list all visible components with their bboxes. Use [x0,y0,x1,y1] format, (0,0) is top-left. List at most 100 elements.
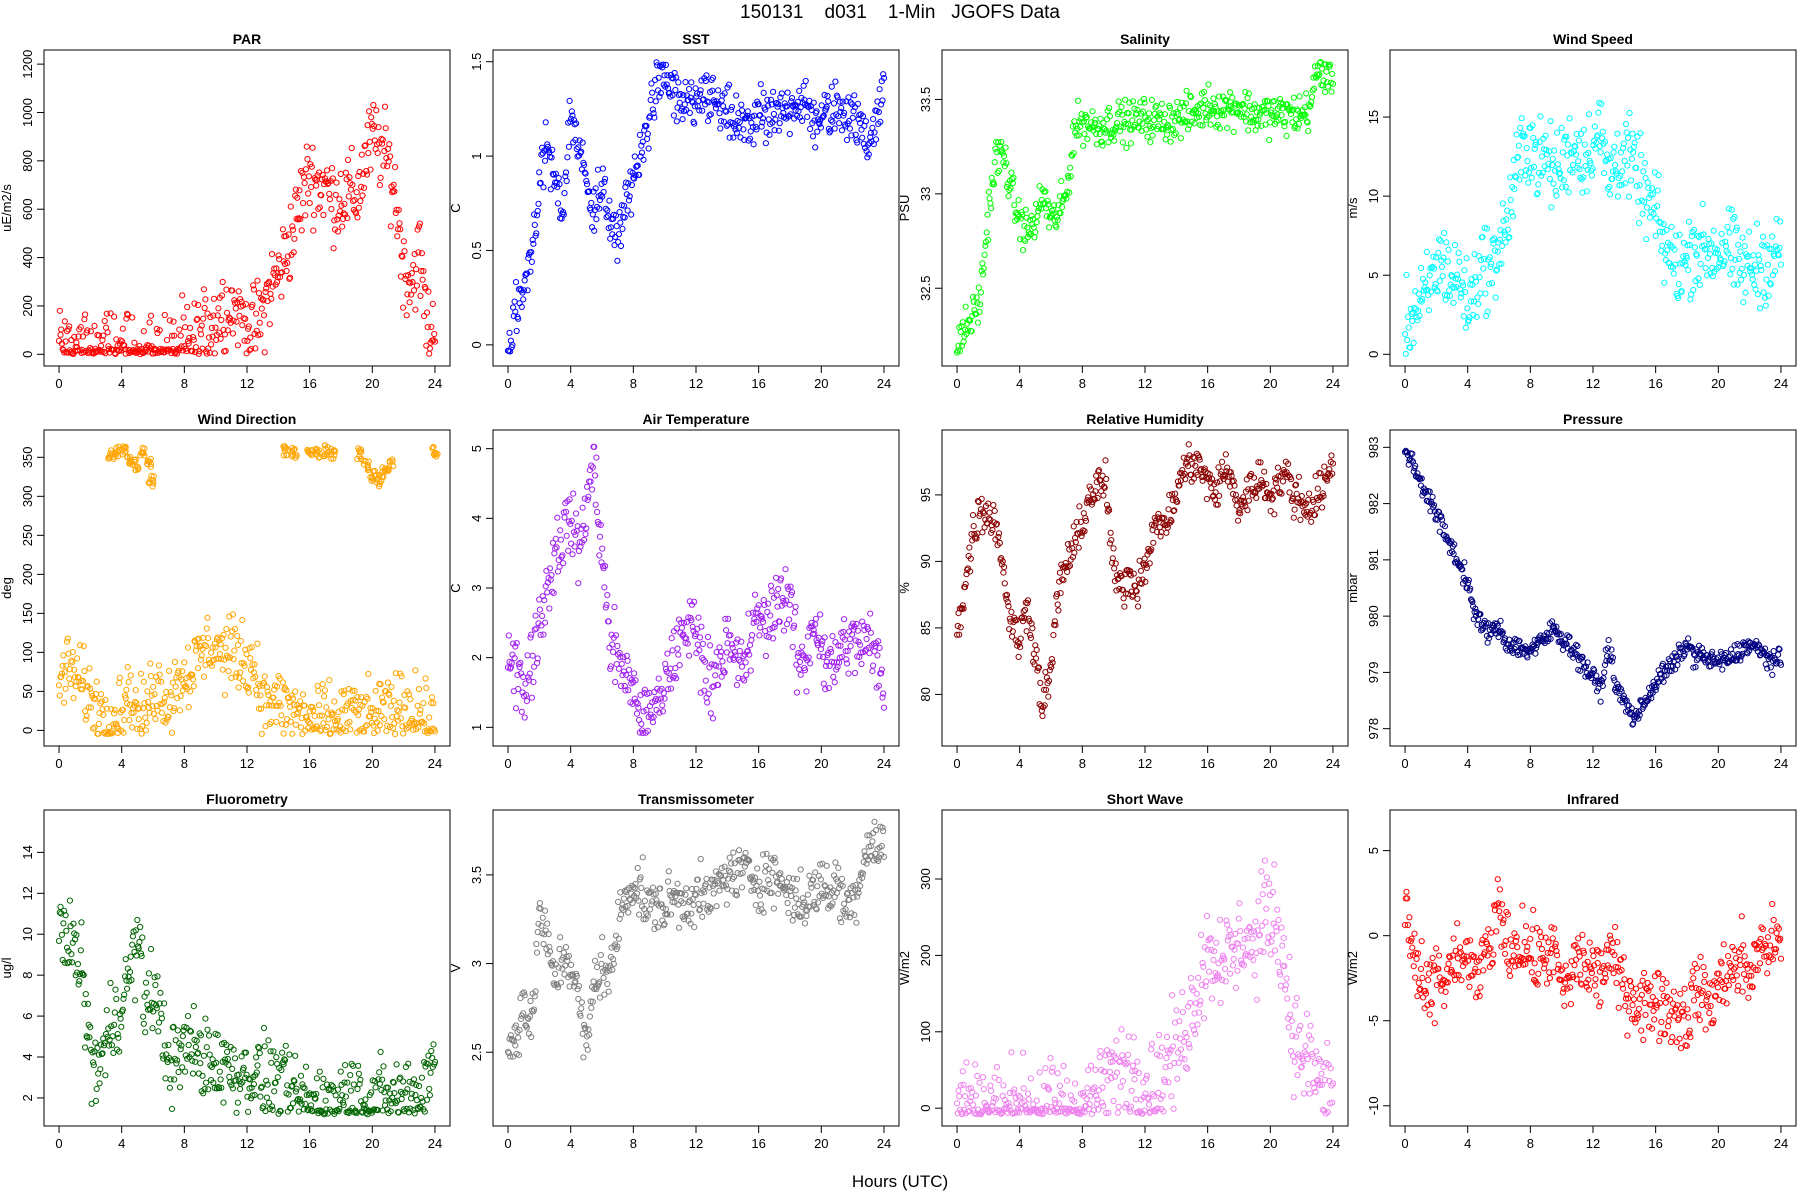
data-point [836,120,843,127]
data-point [282,721,289,728]
data-point [1591,123,1598,130]
data-point [837,108,844,116]
data-point [201,641,208,649]
data-point [573,145,580,153]
data-point [326,196,333,203]
data-point [1308,518,1315,525]
data-point [561,514,568,521]
data-point [152,715,159,723]
y-tick-label: 95 [918,488,933,502]
data-point [985,188,993,195]
x-tick-label: 8 [181,1136,188,1151]
data-point [1757,262,1764,269]
data-point [366,138,373,145]
data-point [212,324,219,331]
data-point [563,177,570,185]
data-point [1645,185,1652,192]
data-point [1486,254,1493,261]
data-point [367,166,374,173]
data-point [57,331,64,338]
data-point [710,683,717,690]
data-point [594,166,602,173]
data-point [1626,109,1633,117]
data-point [767,612,774,619]
data-point [205,1086,212,1093]
data-point [1434,288,1441,295]
data-point [850,108,857,115]
data-point [1512,173,1519,180]
data-point [870,662,877,669]
data-point [1495,239,1502,246]
y-tick-label: 10 [20,927,35,941]
data-point [619,672,626,679]
data-point [699,655,706,662]
data-point [1057,210,1064,217]
data-point [428,323,435,330]
data-point [1563,133,1570,140]
data-point [376,182,383,189]
data-point [557,536,565,543]
data-point [382,125,389,132]
y-tick-label: 100 [20,642,35,664]
data-point [680,92,687,99]
data-point [837,642,844,649]
data-point [370,722,377,729]
data-point [1271,97,1278,105]
data-point [536,606,544,613]
data-point [130,709,137,716]
data-point [1635,220,1643,227]
data-point [158,709,165,716]
data-point [1192,462,1199,469]
data-point [123,686,130,693]
data-point [1168,518,1175,525]
y-axis-label: PSU [897,195,912,222]
data-point [1455,249,1462,256]
data-point [1230,128,1237,135]
plot-frame [43,429,451,747]
data-point [1261,98,1269,105]
data-point [1095,467,1103,474]
data-point [394,226,402,233]
plot-frame [1389,49,1797,367]
data-point [349,181,356,188]
data-point [816,653,823,660]
data-point [612,632,620,639]
data-point [655,74,662,81]
data-point [118,1023,125,1030]
data-point [61,349,68,356]
data-point [1183,458,1190,466]
data-point [389,456,396,463]
y-tick-label: 10 [1366,189,1381,203]
data-point [719,658,726,665]
data-point [1776,244,1783,251]
data-point [1682,261,1689,269]
data-point [1472,274,1479,281]
data-point [279,679,286,686]
data-point [698,623,705,630]
data-point [699,640,707,648]
data-point [1654,203,1661,210]
data-point [384,722,391,729]
data-point [1111,137,1118,144]
data-point [403,312,410,319]
data-point [712,662,720,670]
data-point [1093,141,1100,148]
data-point [633,163,640,170]
data-point [273,265,280,272]
data-point [707,710,714,717]
data-point [838,104,845,112]
data-point [521,714,528,721]
data-point [525,674,532,681]
data-point [1704,272,1711,279]
data-point [1301,502,1308,509]
data-point [1468,275,1475,283]
x-tick-label: 24 [1326,376,1340,391]
data-point [737,134,744,141]
data-point [1675,294,1682,302]
data-point [1442,296,1449,303]
data-point [321,442,329,449]
data-point [1205,81,1212,88]
data-point [728,106,735,113]
data-point [1190,475,1198,482]
data-point [1045,677,1053,684]
